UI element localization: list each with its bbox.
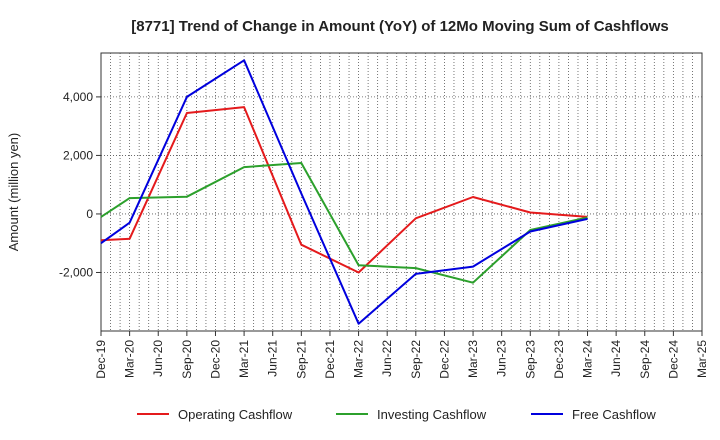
legend-label-free-cashflow: Free Cashflow: [572, 407, 656, 422]
y-tick-label: -2,000: [59, 265, 93, 279]
x-tick-label: Jun-21: [266, 340, 280, 377]
x-tick-label: Sep-20: [180, 340, 194, 379]
x-tick-label: Dec-21: [323, 340, 337, 379]
x-tick-label: Sep-22: [409, 340, 423, 379]
x-tick-label: Mar-21: [237, 340, 251, 378]
x-tick-label: Jun-22: [380, 340, 394, 377]
x-tick-label: Mar-23: [466, 340, 480, 378]
y-tick-label: 2,000: [63, 148, 93, 162]
legend: Operating Cashflow Investing Cashflow Free…: [137, 407, 656, 422]
axes: -2,000 0 2,000 4,000 Dec-19 Mar-20 Jun-20 Sep-2…: [59, 90, 709, 379]
x-tick-label: Sep-21: [294, 340, 308, 379]
plot-frame: [100, 52, 703, 332]
grid: [100, 52, 703, 332]
x-tick-label: Dec-22: [437, 340, 451, 379]
x-tick-label: Dec-23: [552, 340, 566, 379]
x-tick-label: Dec-24: [666, 340, 680, 379]
x-tick-label: Mar-22: [352, 340, 366, 378]
legend-label-investing-cashflow: Investing Cashflow: [377, 407, 487, 422]
x-tick-label: Mar-24: [581, 340, 595, 378]
chart-title: [8771] Trend of Change in Amount (YoY) o…: [131, 18, 669, 35]
x-tick-label: Dec-20: [208, 340, 222, 379]
series-layer: [100, 59, 588, 325]
y-axis-label: Amount (million yen): [6, 133, 21, 252]
y-tick-label: 4,000: [63, 90, 93, 104]
x-tick-label: Sep-23: [523, 340, 537, 379]
legend-label-operating-cashflow: Operating Cashflow: [178, 407, 293, 422]
x-tick-label: Sep-24: [638, 340, 652, 379]
x-tick-label: Jun-24: [609, 340, 623, 377]
x-tick-label: Jun-23: [495, 340, 509, 377]
series-line-free-cashflow: [100, 59, 588, 325]
x-tick-label: Jun-20: [151, 340, 165, 377]
x-tick-label: Mar-20: [123, 340, 137, 378]
series-line-investing-cashflow: [100, 162, 588, 284]
y-tick-label: 0: [86, 207, 93, 221]
x-tick-label: Mar-25: [695, 340, 709, 378]
x-tick-label: Dec-19: [94, 340, 108, 379]
